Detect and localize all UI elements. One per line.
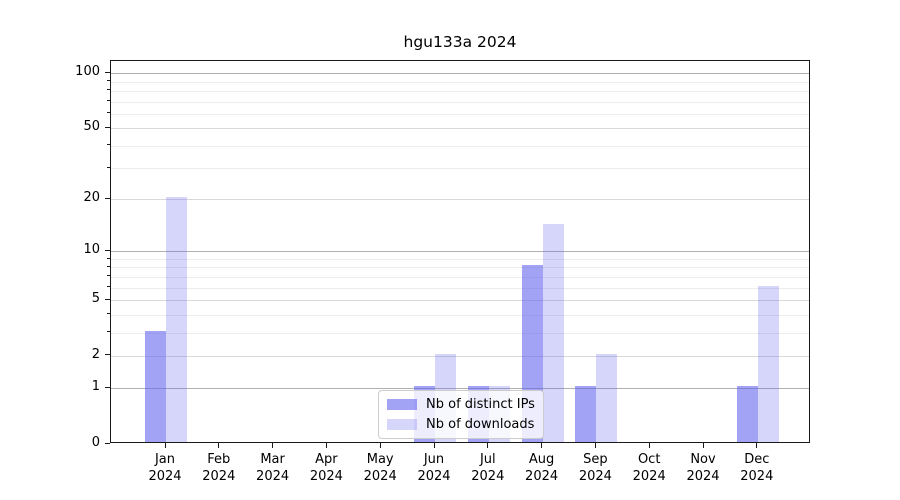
gridline-minor-70 <box>111 101 809 103</box>
bar-nb-of-downloads-sep <box>596 353 618 442</box>
gridline-minor-8 <box>111 267 809 269</box>
y-axis-minor-tick-6 <box>107 286 110 288</box>
x-axis-tick-may <box>379 443 381 448</box>
gridline-minor-40 <box>111 145 809 147</box>
x-axis-tick-apr <box>325 443 328 448</box>
x-axis-label-mar: Mar 2024 <box>256 452 290 484</box>
y-axis-tick-label-5: 5 <box>91 291 100 307</box>
legend-swatch-distinct-ips <box>387 399 417 410</box>
x-axis-tick-oct <box>648 443 650 448</box>
y-axis-tick-20 <box>105 197 110 200</box>
x-axis-label-jun: Jun 2024 <box>417 452 451 484</box>
gridline-10 <box>111 251 809 253</box>
gridline-minor-4 <box>111 314 809 316</box>
y-axis-minor-tick-70 <box>107 100 110 102</box>
x-axis-tick-sep <box>594 443 597 448</box>
y-axis-tick-1 <box>105 386 110 388</box>
legend: Nb of distinct IPs Nb of downloads <box>378 390 544 439</box>
x-axis-label-nov: Nov 2024 <box>686 452 720 484</box>
x-axis-tick-aug <box>541 443 543 448</box>
gridline-minor-30 <box>111 168 809 170</box>
gridline-minor-9 <box>111 259 809 260</box>
y-axis-tick-0 <box>105 442 110 444</box>
legend-item-distinct-ips: Nb of distinct IPs <box>387 397 535 412</box>
gridline-20 <box>111 199 809 201</box>
plot-area <box>110 60 810 443</box>
x-axis-label-sep: Sep 2024 <box>578 452 612 484</box>
gridline-minor-3 <box>111 332 809 334</box>
y-axis-minor-tick-3 <box>107 331 110 333</box>
bar-nb-of-downloads-jan <box>166 197 187 442</box>
gridline-100 <box>111 73 809 75</box>
y-axis-minor-tick-60 <box>107 112 110 114</box>
x-axis-tick-jun <box>433 443 435 448</box>
y-axis-tick-label-100: 100 <box>75 64 100 80</box>
x-axis-tick-jul <box>487 443 489 448</box>
bar-nb-of-downloads-aug <box>542 224 564 442</box>
bar-nb-of-downloads-dec <box>757 285 779 442</box>
y-axis-tick-10 <box>105 249 110 252</box>
x-axis-label-oct: Oct 2024 <box>632 452 666 484</box>
x-axis-label-jan: Jan 2024 <box>148 452 182 484</box>
bar-nb-of-distinct-ips-dec <box>736 386 758 442</box>
y-axis-tick-2 <box>105 354 110 356</box>
y-axis-tick-label-10: 10 <box>83 242 100 258</box>
x-axis-tick-jan <box>164 443 166 448</box>
y-axis-tick-100 <box>105 71 110 73</box>
y-axis-tick-label-20: 20 <box>83 190 100 206</box>
gridline-minor-7 <box>111 276 809 278</box>
y-axis-minor-tick-4 <box>107 313 110 315</box>
y-axis-tick-label-1: 1 <box>91 379 100 395</box>
legend-swatch-downloads <box>387 419 417 430</box>
y-axis-minor-tick-8 <box>107 265 110 267</box>
x-axis-label-apr: Apr 2024 <box>309 452 343 484</box>
y-axis-tick-label-50: 50 <box>83 119 100 135</box>
chart-title: hgu133a 2024 <box>403 33 517 51</box>
gridline-minor-80 <box>111 90 809 92</box>
y-axis-tick-5 <box>105 298 110 300</box>
x-axis-tick-dec <box>756 443 758 448</box>
legend-label-downloads: Nb of downloads <box>426 417 535 432</box>
y-axis-minor-tick-90 <box>107 80 110 82</box>
gridline-minor-60 <box>111 113 809 115</box>
x-axis-label-may: May 2024 <box>363 452 397 484</box>
x-axis-label-jul: Jul 2024 <box>471 452 505 484</box>
x-axis-label-feb: Feb 2024 <box>202 452 236 484</box>
x-axis-tick-nov <box>702 443 704 448</box>
y-axis-tick-label-0: 0 <box>91 435 100 450</box>
y-axis-minor-tick-30 <box>107 166 110 168</box>
y-axis-minor-tick-9 <box>107 257 110 259</box>
x-axis-label-dec: Dec 2024 <box>740 452 774 484</box>
y-axis-tick-50 <box>105 126 110 128</box>
gridline-5 <box>111 300 809 302</box>
y-axis-minor-tick-40 <box>107 144 110 146</box>
y-axis-tick-label-2: 2 <box>91 346 100 362</box>
gridline-minor-90 <box>111 81 809 83</box>
bar-nb-of-distinct-ips-jan <box>145 330 166 442</box>
gridline-50 <box>111 128 809 130</box>
gridline-minor-6 <box>111 287 809 289</box>
y-axis-minor-tick-7 <box>107 275 110 277</box>
legend-item-downloads: Nb of downloads <box>387 417 535 432</box>
gridline-2 <box>111 355 809 357</box>
x-axis-tick-feb <box>218 443 220 448</box>
legend-label-distinct-ips: Nb of distinct IPs <box>426 397 535 412</box>
bar-nb-of-distinct-ips-sep <box>575 386 597 442</box>
gridline-1 <box>111 388 809 390</box>
x-axis-label-aug: Aug 2024 <box>525 452 559 484</box>
x-axis-tick-mar <box>272 443 274 448</box>
y-axis-minor-tick-80 <box>107 89 110 91</box>
